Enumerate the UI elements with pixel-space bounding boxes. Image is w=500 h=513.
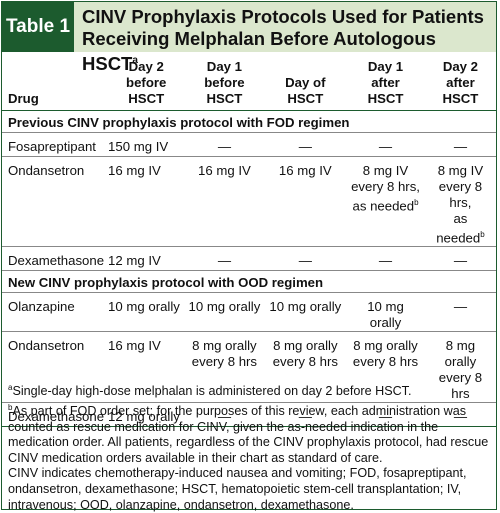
dose-cell: —	[346, 246, 425, 271]
dose-cell: 10 mg orally	[108, 292, 185, 332]
dose-cell: —	[424, 292, 496, 332]
dose-cell: —	[184, 246, 265, 271]
col-day1-before: Day 1 before HSCT	[204, 58, 245, 106]
dose-cell: 16 mg IV	[184, 156, 265, 247]
table-title: CINV Prophylaxis Protocols Used for Pati…	[74, 2, 496, 74]
table-row: Fosapreptipant 150 mg IV — — — —	[2, 132, 496, 157]
column-header-row: Drug Day 2 before HSCT Day 1 before HSCT Day…	[2, 52, 496, 110]
table-row: Dexamethasone 12 mg IV — — — —	[2, 246, 496, 271]
dose-cell: 16 mg IV	[108, 156, 185, 247]
dose-cell: —	[264, 132, 347, 157]
dose-cell: —	[184, 402, 265, 427]
drug-cell: Fosapreptipant	[2, 132, 109, 157]
dose-cell: —	[346, 402, 425, 427]
dose-cell: 8 mg orally every 8 hrs	[264, 331, 347, 403]
col-day-of: Day of HSCT	[285, 74, 326, 106]
dose-cell: 12 mg orally	[108, 402, 185, 427]
dose-cell: 8 mg IV every 8 hrs, as neededb	[346, 156, 425, 247]
dose-cell: —	[264, 246, 347, 271]
table-row: Ondansetron 16 mg IV 8 mg orally every 8 …	[2, 331, 496, 403]
dose-cell: 8 mg orally every 8 hrs	[184, 331, 265, 403]
footnote-a: aSingle-day high-dose melphalan is admin…	[8, 383, 412, 399]
dose-cell: 10 mg orally	[184, 292, 265, 332]
col-day1-after: Day 1 after HSCT	[367, 58, 404, 106]
table-header: Table 1 CINV Prophylaxis Protocols Used …	[2, 2, 496, 74]
dose-cell: 8 mg orally every 8 hrs	[424, 331, 496, 403]
dose-cell: 12 mg IV	[108, 246, 185, 271]
dose-cell: 10 mg orally	[346, 292, 425, 332]
drug-cell: Dexamethasone	[2, 402, 109, 427]
dose-cell: —	[346, 132, 425, 157]
dose-cell: —	[424, 246, 496, 271]
drug-cell: Dexamethasone	[2, 246, 109, 271]
dose-cell: 8 mg orally every 8 hrs	[346, 331, 425, 403]
dose-cell: 16 mg IV	[108, 331, 185, 403]
drug-cell: Ondansetron	[2, 331, 109, 403]
dose-cell: 150 mg IV	[108, 132, 185, 157]
col-drug: Drug	[8, 90, 39, 106]
abbreviations-note: CINV indicates chemotherapy-induced naus…	[8, 466, 467, 512]
dose-cell: 16 mg IV	[264, 156, 347, 247]
col-day2-before: Day 2 before HSCT	[126, 58, 167, 106]
drug-cell: Olanzapine	[2, 292, 109, 332]
cinv-protocol-table: Drug Day 2 before HSCT Day 1 before HSCT Day…	[2, 52, 496, 427]
section-title: New CINV prophylaxis protocol with OOD r…	[2, 270, 496, 293]
dose-cell: —	[424, 132, 496, 157]
section-fod: Previous CINV prophylaxis protocol with …	[2, 110, 496, 133]
section-title: Previous CINV prophylaxis protocol with …	[2, 110, 496, 133]
title-footnote-mark: a	[132, 55, 138, 66]
table-footnotes: aSingle-day high-dose melphalan is admin…	[8, 380, 492, 513]
table-row: Dexamethasone 12 mg orally — — — —	[2, 402, 496, 427]
drug-cell: Ondansetron	[2, 156, 109, 247]
table-row: Ondansetron 16 mg IV 16 mg IV 16 mg IV 8…	[2, 156, 496, 247]
table-badge: Table 1	[2, 2, 74, 52]
dose-cell: 8 mg IV every 8 hrs, as neededb	[424, 156, 496, 247]
table-row: Olanzapine 10 mg orally 10 mg orally 10 …	[2, 292, 496, 332]
dose-cell: —	[184, 132, 265, 157]
footnote-b: bAs part of FOD order set; for the purpo…	[8, 402, 489, 465]
dose-cell: —	[264, 402, 347, 427]
col-day2-after: Day 2 after HSCT	[442, 58, 479, 106]
dose-cell: 10 mg orally	[264, 292, 347, 332]
section-ood: New CINV prophylaxis protocol with OOD r…	[2, 270, 496, 293]
dose-cell: —	[424, 402, 496, 427]
table-title-text: CINV Prophylaxis Protocols Used for Pati…	[82, 6, 484, 75]
